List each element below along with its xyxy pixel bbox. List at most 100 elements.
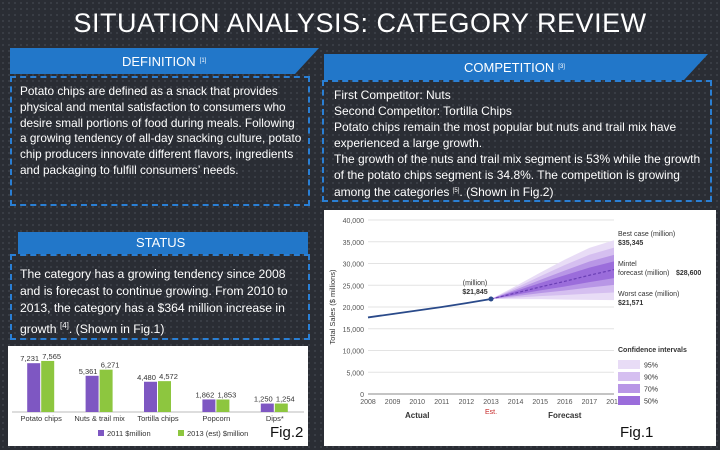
- fig1-x-tick: 2012: [459, 399, 475, 406]
- fig2-data-label: 1,853: [218, 390, 237, 399]
- fig2-legend-label: 2011 $million: [107, 429, 151, 438]
- fig1-x-tick: 2018: [606, 399, 622, 406]
- fig1-panel: 0 5,000 10,000 15,000 20,000 25,000 30,000 35,0…: [324, 210, 716, 446]
- fig1-y-tick: 35,000: [343, 240, 365, 247]
- fig1-y-tick: 0: [360, 392, 364, 399]
- fig1-legend-swatch: [618, 384, 640, 393]
- competition-line-2: Second Competitor: Tortilla Chips: [334, 104, 512, 118]
- fig2-bar: [216, 399, 230, 412]
- fig1-best-case-value: $35,345: [618, 240, 643, 247]
- page-title: SITUATION ANALYSIS: CATEGORY REVIEW: [73, 8, 647, 38]
- fig2-bar: [41, 360, 55, 412]
- fig2-bar: [99, 369, 113, 412]
- competition-tail: . (Shown in Fig.2): [459, 185, 554, 199]
- fig1-legend-label: 70%: [644, 387, 658, 394]
- fig1-y-tick: 25,000: [343, 283, 365, 290]
- fig1-actual-line: [367, 298, 492, 319]
- fig1-legend-label: 95%: [644, 363, 658, 370]
- fig2-data-label: 6,271: [101, 361, 120, 370]
- status-box: The category has a growing tendency sinc…: [10, 254, 310, 340]
- fig1-mintel-forecast-value: $28,600: [676, 270, 701, 277]
- fig1-annotation-value: $21,845: [462, 289, 487, 296]
- fig2-bar: [85, 375, 99, 412]
- fig1-best-case-label: Best case (million): [618, 231, 675, 238]
- fig2-category-label: Tortilla chips: [137, 414, 179, 423]
- fig1-caption: Fig.1: [620, 424, 654, 441]
- fig2-data-label: 7,565: [42, 352, 61, 361]
- fig1-x-label-actual: Actual: [405, 411, 429, 420]
- fig2-bar: [274, 403, 288, 412]
- competition-box: First Competitor: Nuts Second Competitor…: [322, 80, 712, 202]
- fig1-x-tick: 2016: [557, 399, 573, 406]
- competition-line-1: First Competitor: Nuts: [334, 88, 451, 102]
- fig1-legend-swatch: [618, 360, 640, 369]
- status-tail: . (Shown in Fig.1): [68, 322, 165, 336]
- fig1-legend-label: 90%: [644, 375, 658, 382]
- fig1-x-tick: 2015: [532, 399, 548, 406]
- competition-inline-ref: [5]: [452, 188, 460, 194]
- fig1-x-label-est: Est.: [485, 409, 497, 416]
- fig1-y-tick: 20,000: [343, 305, 365, 312]
- fig1-legend-swatch: [618, 372, 640, 381]
- fig2-legend-swatch: [98, 430, 104, 436]
- fig1-worst-case-label: Worst case (million): [618, 291, 679, 298]
- status-ref: [4]: [59, 321, 69, 330]
- definition-label: DEFINITION: [122, 54, 196, 69]
- fig2-data-label: 1,254: [276, 395, 295, 404]
- fig2-data-label: 1,862: [196, 390, 215, 399]
- fig2-legend-swatch: [178, 430, 184, 436]
- competition-line-3: Potato chips remain the most popular but…: [334, 120, 677, 150]
- fig1-x-tick: 2010: [409, 399, 425, 406]
- fig1-forecast-line: [490, 269, 615, 300]
- fig1-y-tick: 30,000: [343, 262, 365, 269]
- fig2-caption: Fig.2: [270, 424, 304, 441]
- status-header: STATUS: [18, 232, 308, 254]
- fig1-x-tick: 2013: [483, 399, 499, 406]
- fig2-data-label: 4,480: [137, 373, 156, 382]
- fig2-data-label: 5,361: [79, 367, 98, 376]
- competition-text: First Competitor: Nuts Second Competitor…: [334, 87, 704, 200]
- definition-header: DEFINITION [1]: [10, 48, 319, 74]
- fig1-legend-swatch: [618, 396, 640, 405]
- fig2-data-label: 7,231: [20, 354, 39, 363]
- fig1-x-tick: 2009: [385, 399, 401, 406]
- fig1-y-tick: 10,000: [343, 349, 365, 356]
- fig1-x-tick: 2014: [508, 399, 524, 406]
- fig2-legend-label: 2013 (est) $million: [187, 429, 248, 438]
- fig1-mintel-forecast-label: Mintel: [618, 261, 637, 268]
- fig1-annotation-unit: (million): [463, 280, 488, 287]
- fig1-y-tick: 5,000: [346, 370, 364, 377]
- fig2-bar: [158, 381, 171, 412]
- fig2-category-label: Potato chips: [21, 414, 63, 423]
- status-text: The category has a growing tendency sinc…: [20, 266, 302, 338]
- fig1-worst-case-value: $21,571: [618, 300, 643, 307]
- fig2-data-label: 1,250: [254, 395, 273, 404]
- fig2-panel: 7,231 7,565 Potato chips 5,361 6,271 Nuts & t…: [8, 346, 308, 446]
- fig2-bar: [27, 363, 41, 412]
- fig1-current-point: [488, 296, 494, 302]
- fig1-x-label-forecast: Forecast: [548, 411, 582, 420]
- fig1-y-tick: 40,000: [343, 218, 365, 225]
- fig2-category-label: Dips*: [266, 414, 284, 423]
- competition-header: COMPETITION [3]: [324, 54, 708, 80]
- competition-ref: [3]: [558, 64, 565, 70]
- definition-text: Potato chips are defined as a snack that…: [20, 84, 302, 177]
- fig1-mintel-forecast-label-2: forecast (million): [618, 270, 669, 277]
- fig2-bar: [260, 403, 274, 412]
- fig2-data-label: 4,572: [159, 372, 178, 381]
- definition-ref: [1]: [199, 58, 207, 64]
- fig1-x-tick: 2017: [582, 399, 598, 406]
- fig1-chart: 0 5,000 10,000 15,000 20,000 25,000 30,000 35,0…: [328, 218, 701, 420]
- fig1-x-tick: 2008: [360, 399, 376, 406]
- competition-label: COMPETITION: [464, 60, 555, 75]
- fig1-y-label: Total Sales ($ millions): [328, 269, 337, 345]
- status-label: STATUS: [136, 235, 186, 250]
- competition-line-4: The growth of the nuts and trail mix seg…: [334, 152, 701, 199]
- fig2-bar: [202, 399, 216, 412]
- fig2-bar: [144, 381, 157, 412]
- status-body: The category has a growing tendency sinc…: [20, 267, 288, 336]
- fig1-confidence-band: [491, 261, 614, 299]
- fig1-legend-title: Confidence intervals: [618, 347, 687, 354]
- fig1-y-tick: 15,000: [343, 327, 365, 334]
